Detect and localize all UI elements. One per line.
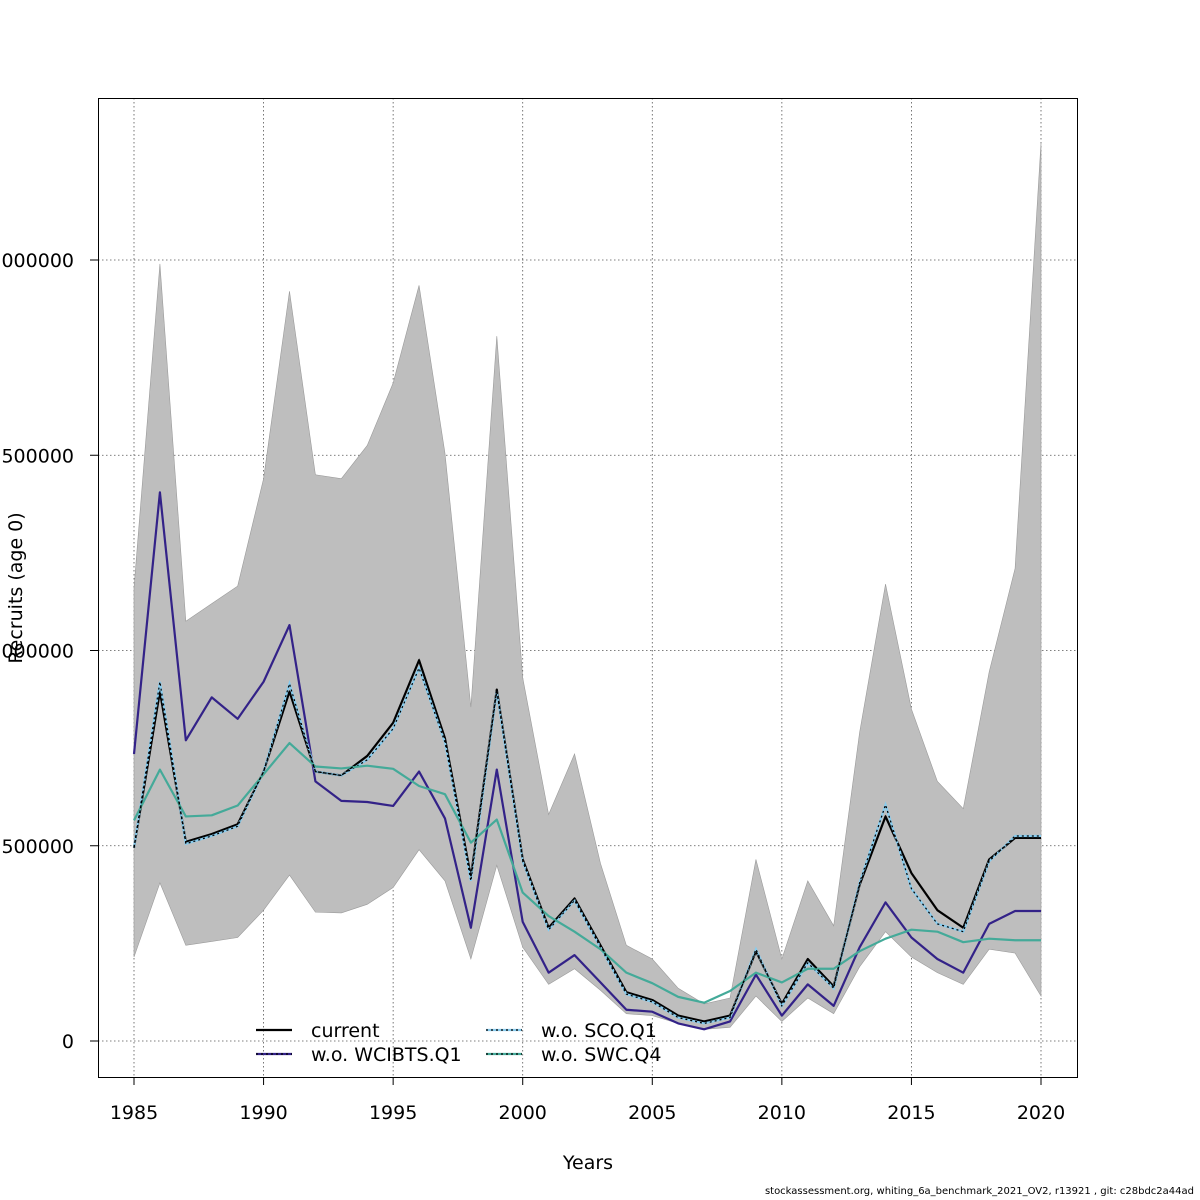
x-axis-title: Years [562,1152,613,1174]
series-line-2-dash [133,666,1041,1025]
x-tick-label-1995: 1995 [369,1102,417,1124]
x-tick-label-2005: 2005 [628,1102,676,1124]
x-tick-label-2010: 2010 [758,1102,806,1124]
y-axis-title: Recruits (age 0) [5,512,27,663]
x-tick-label-1985: 1985 [110,1102,158,1124]
y-axis: 0 500000 1000000 1500000 2000000 [0,250,98,1053]
plot-frame [98,98,1078,1078]
x-tick-label-1990: 1990 [239,1102,287,1124]
confidence-band-area [133,142,1042,1030]
y-tick-label-0: 0 [62,1031,74,1053]
y-tick-label-1500000: 1500000 [0,445,74,467]
confidence-band [133,142,1042,1030]
series-line-1 [132,491,1041,1031]
footer-caption: stockassessment.org, whiting_6a_benchmar… [764,1186,1194,1197]
x-axis: 1985 1990 1995 2000 2005 2010 2015 2020 [110,1077,1065,1124]
series-line-current-overlay [133,658,1041,1023]
legend-label-1: w.o. WCIBTS.Q1 [311,1044,462,1066]
x-tick-label-2015: 2015 [887,1102,935,1124]
series-lines [132,491,1041,1031]
legend-label-3: w.o. SWC.Q4 [541,1044,661,1066]
series-line-3 [133,741,1041,1004]
x-tick-label-2020: 2020 [1017,1102,1065,1124]
y-tick-label-1000000: 1000000 [0,641,74,663]
legend-label-2: w.o. SCO.Q1 [541,1020,657,1042]
x-tick-label-2000: 2000 [499,1102,547,1124]
y-tick-label-500000: 500000 [1,836,74,858]
legend-label-0: current [311,1020,380,1042]
y-tick-label-2000000: 2000000 [0,250,74,272]
